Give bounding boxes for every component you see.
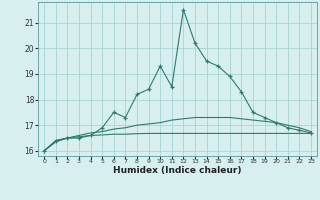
- X-axis label: Humidex (Indice chaleur): Humidex (Indice chaleur): [113, 166, 242, 175]
